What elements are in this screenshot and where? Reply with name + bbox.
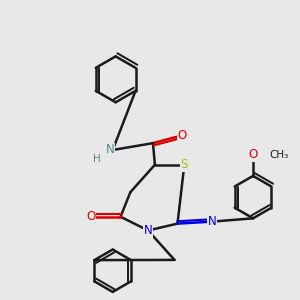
Text: S: S [181,158,188,171]
Text: N: N [144,224,152,237]
Text: N: N [208,215,216,228]
Text: CH₃: CH₃ [269,150,289,160]
Text: H: H [93,154,101,164]
Text: N: N [105,143,114,157]
Text: O: O [86,210,96,223]
Text: O: O [248,148,258,161]
Text: O: O [178,129,187,142]
